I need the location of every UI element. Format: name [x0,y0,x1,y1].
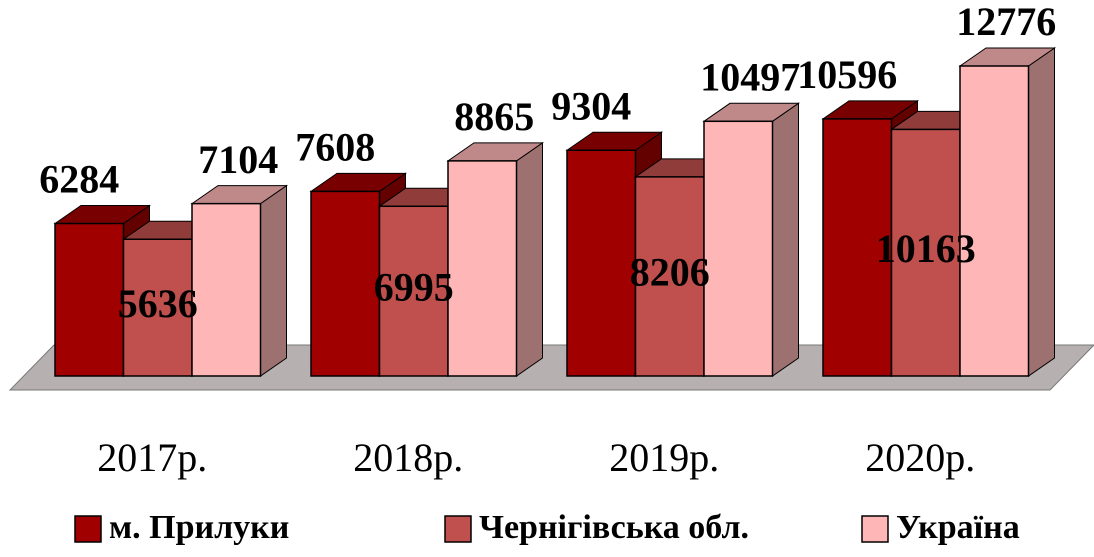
data-label: 8206 [630,250,710,295]
bar [634,176,705,377]
x-tick-label: 2018р. [353,435,463,480]
legend-label: Україна [896,509,1020,546]
bar [378,205,449,377]
bar [566,149,637,377]
bar [191,202,262,377]
data-label: 6284 [39,157,119,202]
data-label: 6995 [374,264,454,309]
bar [54,222,125,377]
data-label: 7608 [295,125,375,170]
data-label: 5636 [118,281,198,326]
bar [890,128,961,377]
bar-side [772,102,799,377]
legend-label: Чернігівська обл. [479,509,749,546]
legend-swatch [444,515,472,543]
bar-side [516,141,543,377]
data-label: 8865 [454,94,534,139]
legend-label: м. Прилуки [109,509,289,546]
x-tick-label: 2017р. [97,435,207,480]
bar [703,120,774,377]
legend-swatch [74,515,102,543]
x-tick-label: 2020р. [865,435,975,480]
legend-swatch [861,515,889,543]
data-label: 9304 [551,83,631,128]
data-label: 12776 [956,0,1056,44]
data-label: 10596 [797,52,897,97]
data-label: 7104 [198,137,278,182]
data-label: 10497 [700,54,800,99]
x-tick-label: 2019р. [609,435,719,480]
bar [959,65,1030,377]
bar-side [260,184,287,377]
bar [310,190,381,377]
bar-side [1028,47,1055,377]
bar [447,160,518,377]
data-label: 10163 [876,226,976,271]
